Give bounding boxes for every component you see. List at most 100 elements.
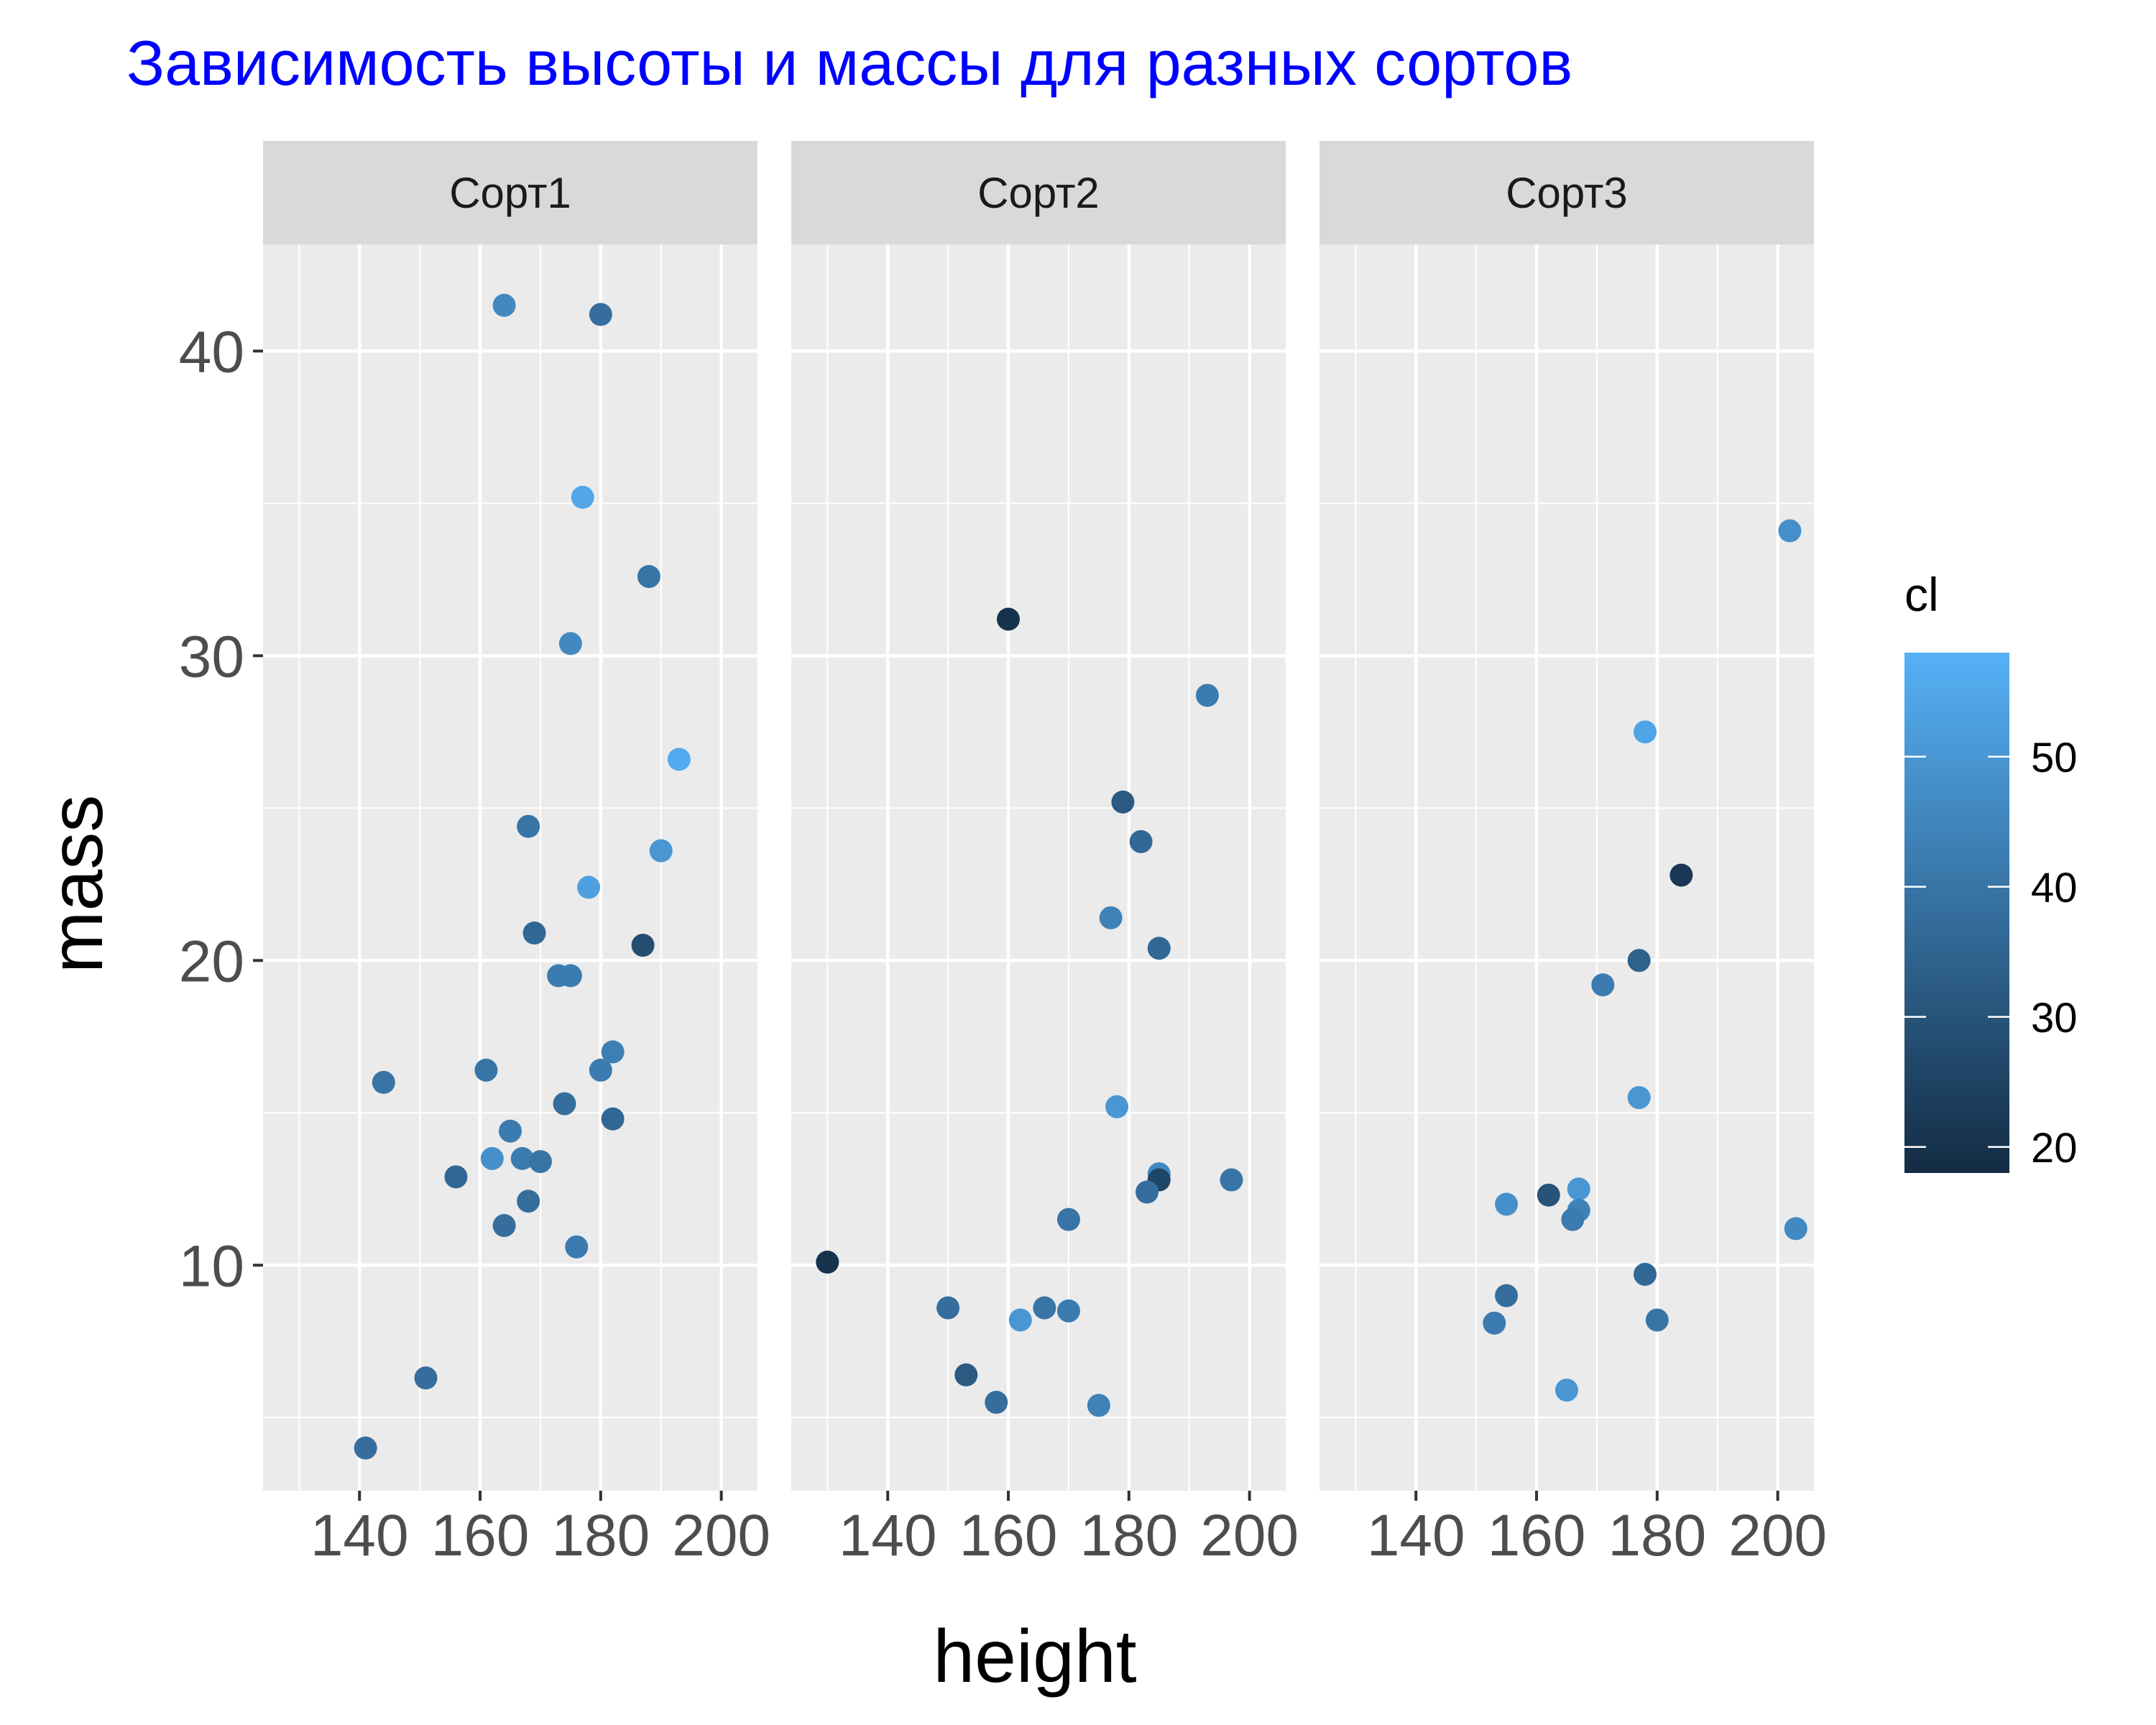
y-axis: 10 20 30 40: [179, 319, 263, 1299]
data-point: [1147, 937, 1171, 960]
data-point: [1561, 1208, 1585, 1231]
data-point: [499, 1119, 522, 1143]
data-point: [480, 1146, 504, 1170]
x-tick-label: 180: [1608, 1503, 1706, 1568]
y-tick-label: 20: [179, 929, 244, 994]
x-tick-label: 140: [310, 1503, 409, 1568]
data-point: [997, 607, 1021, 631]
x-tick-label: 160: [1488, 1503, 1586, 1568]
facet-strip-label: Сорт1: [449, 169, 571, 217]
facet-panels: Сорт1 140 160 180 200 Сорт2 140 160 180 200 Сорт3 1…: [263, 141, 1827, 1568]
legend-tick-label: 40: [2031, 865, 2078, 911]
data-point: [589, 1058, 612, 1082]
legend-colorbar: [1904, 653, 2009, 1173]
data-point: [571, 485, 594, 509]
facet-strip-label: Сорт3: [1506, 169, 1628, 217]
x-tick-label: 140: [839, 1503, 937, 1568]
panel-background: [791, 244, 1286, 1491]
y-tick-label: 10: [179, 1233, 244, 1299]
data-point: [1634, 720, 1657, 744]
data-point: [1483, 1311, 1506, 1335]
data-point: [565, 1235, 589, 1259]
data-point: [474, 1058, 498, 1082]
data-point: [1008, 1308, 1032, 1332]
data-point: [1495, 1284, 1519, 1307]
data-point: [492, 1214, 516, 1238]
x-tick-label: 180: [551, 1503, 650, 1568]
data-point: [1111, 790, 1135, 814]
legend-title: cl: [1904, 568, 1939, 621]
data-point: [1627, 949, 1651, 972]
data-point: [1555, 1379, 1578, 1402]
x-tick-label: 160: [431, 1503, 530, 1568]
data-point: [816, 1251, 839, 1274]
x-tick-label: 200: [1200, 1503, 1299, 1568]
panel-background: [1319, 244, 1814, 1491]
legend-tick-label: 20: [2031, 1125, 2078, 1172]
data-point: [372, 1070, 395, 1094]
legend-tick-label: 30: [2031, 995, 2078, 1041]
facet-panel: Сорт2 140 160 180 200: [791, 141, 1299, 1568]
data-point: [1099, 906, 1123, 929]
data-point: [637, 565, 660, 589]
data-point: [517, 1190, 540, 1213]
data-point: [1495, 1192, 1519, 1216]
data-point: [528, 1150, 552, 1174]
data-point: [1220, 1168, 1243, 1192]
data-point: [522, 921, 546, 945]
chart-title: Зависимость высоты и массы для разных со…: [126, 27, 1572, 98]
panel-background: [263, 244, 757, 1491]
y-axis-title: mass: [35, 795, 119, 973]
data-point: [631, 934, 655, 957]
data-point: [601, 1040, 625, 1064]
data-point: [954, 1363, 978, 1386]
data-point: [1591, 973, 1615, 997]
x-tick-label: 200: [672, 1503, 770, 1568]
data-point: [1056, 1299, 1080, 1322]
data-point: [1033, 1296, 1056, 1320]
data-point: [558, 632, 582, 656]
data-point: [1784, 1217, 1807, 1241]
color-legend: cl 20 30 40 50: [1904, 568, 2078, 1173]
data-point: [936, 1296, 960, 1320]
x-axis-title: height: [933, 1615, 1136, 1698]
data-point: [601, 1107, 625, 1131]
data-point: [1105, 1095, 1129, 1118]
data-point: [444, 1165, 468, 1189]
data-point: [1567, 1177, 1590, 1201]
facet-strip: [263, 141, 757, 244]
facet-strip-label: Сорт2: [977, 169, 1100, 217]
data-point: [1129, 829, 1153, 853]
data-point: [517, 814, 540, 838]
data-point: [667, 748, 691, 771]
data-point: [553, 1092, 576, 1116]
data-point: [589, 303, 612, 326]
data-point: [414, 1366, 438, 1390]
data-point: [558, 964, 582, 988]
x-tick-label: 180: [1079, 1503, 1178, 1568]
data-point: [577, 875, 601, 899]
data-point: [985, 1391, 1008, 1414]
data-point: [1645, 1308, 1669, 1332]
data-point: [649, 839, 673, 862]
data-point: [1135, 1180, 1159, 1204]
data-point: [1195, 684, 1219, 707]
x-tick-label: 140: [1367, 1503, 1465, 1568]
data-point: [1669, 863, 1693, 887]
facet-panel: Сорт3 140 160 180 200: [1319, 141, 1827, 1568]
facet-strip: [791, 141, 1286, 244]
data-point: [510, 1146, 534, 1170]
data-point: [1634, 1262, 1657, 1286]
y-tick-label: 40: [179, 319, 244, 385]
y-tick-label: 30: [179, 624, 244, 689]
x-tick-label: 160: [959, 1503, 1058, 1568]
data-point: [1627, 1086, 1651, 1110]
data-point: [1537, 1183, 1560, 1207]
legend-ticks: 20 30 40 50: [1904, 735, 2078, 1172]
facet-strip: [1319, 141, 1814, 244]
data-point: [1087, 1394, 1110, 1417]
data-point: [492, 293, 516, 317]
facet-panel: Сорт1 140 160 180 200: [263, 141, 770, 1568]
legend-tick-label: 50: [2031, 735, 2078, 781]
